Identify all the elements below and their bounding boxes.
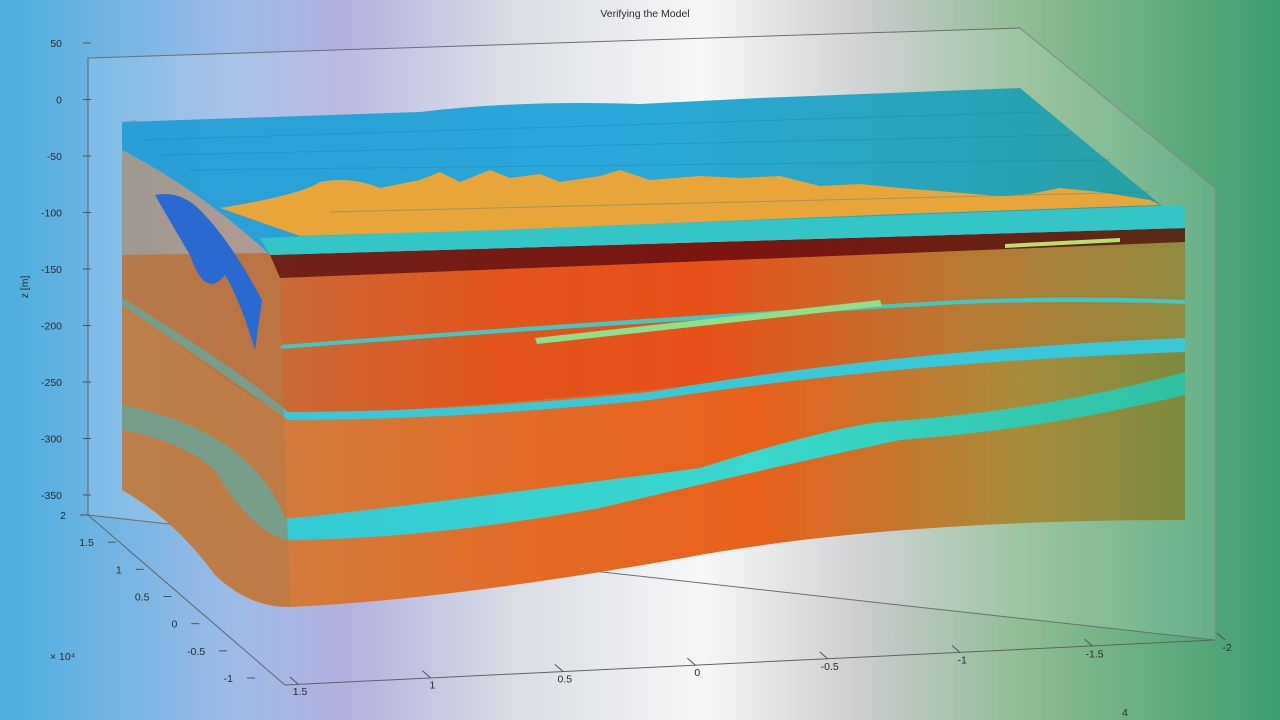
x-tick-label: -1.5 bbox=[1086, 648, 1104, 660]
z-tick-label: -250 bbox=[41, 377, 62, 389]
z-axis-ticks: 50 0 -50 -100 -150 -200 -250 -300 -350 bbox=[41, 38, 91, 502]
geology-block bbox=[122, 88, 1185, 608]
z-tick-label: 0 bbox=[56, 95, 62, 107]
y-tick-label: 1.5 bbox=[79, 537, 94, 549]
layer-thin-lens bbox=[535, 300, 882, 344]
x-tick-mark bbox=[289, 676, 299, 685]
surface-grid bbox=[139, 111, 1151, 213]
x-tick-mark bbox=[1084, 638, 1093, 647]
chart-title: Verifying the Model bbox=[600, 8, 689, 20]
x-tick-mark bbox=[554, 664, 564, 672]
x-tick-mark bbox=[1216, 632, 1226, 641]
x-tick-mark bbox=[819, 651, 829, 660]
x-tick-label: -1 bbox=[957, 655, 966, 667]
x-tick-mark bbox=[422, 670, 431, 679]
x-axis-exponent: 4 bbox=[1122, 707, 1128, 719]
y-axis-line bbox=[87, 514, 286, 686]
z-tick-label: -150 bbox=[41, 264, 62, 276]
z-axis-label: z [m] bbox=[19, 276, 31, 299]
y-axis-exponent: × 10⁴ bbox=[50, 651, 75, 663]
z-tick-label: -350 bbox=[41, 490, 62, 502]
z-tick-label: -300 bbox=[41, 434, 62, 446]
x-tick-label: 1 bbox=[430, 680, 436, 692]
x-tick-mark bbox=[951, 645, 961, 653]
layer-upper-aquifer bbox=[260, 205, 1185, 255]
x-axis-line bbox=[284, 639, 1216, 686]
z-tick-label: 50 bbox=[50, 38, 62, 50]
block-side-wall bbox=[122, 120, 290, 608]
y-tick-label: 0 bbox=[171, 619, 177, 631]
x-axis-ticks: 1.5 1 0.5 0 -0.5 -1 -1.5 -2 bbox=[289, 632, 1232, 698]
z-tick-label: -100 bbox=[41, 208, 62, 220]
z-tick-label: -50 bbox=[47, 151, 62, 163]
y-tick-label: 0.5 bbox=[135, 592, 150, 604]
x-tick-label: -2 bbox=[1222, 642, 1231, 654]
x-tick-label: 1.5 bbox=[293, 686, 308, 698]
y-tick-label: 2 bbox=[60, 510, 66, 522]
layer-mid-aquifer bbox=[122, 298, 1185, 420]
intrusive-body bbox=[220, 170, 1160, 236]
z-tick-label: -200 bbox=[41, 321, 62, 333]
x-tick-label: 0.5 bbox=[558, 673, 573, 685]
box-edge-top bbox=[1019, 27, 1216, 189]
x-tick-label: 0 bbox=[694, 667, 700, 679]
x-tick-mark bbox=[686, 657, 696, 666]
y-tick-label: 1 bbox=[116, 564, 122, 576]
y-tick-label: -1 bbox=[224, 673, 233, 685]
x-tick-label: -0.5 bbox=[821, 661, 839, 673]
blue-channel bbox=[155, 194, 262, 350]
y-axis-ticks: 2 1.5 1 0.5 0 -0.5 -1 bbox=[60, 510, 255, 685]
layer-clay-lens bbox=[1005, 238, 1120, 248]
layer-clay-cap bbox=[270, 228, 1185, 278]
y-tick-label: -0.5 bbox=[187, 646, 205, 658]
